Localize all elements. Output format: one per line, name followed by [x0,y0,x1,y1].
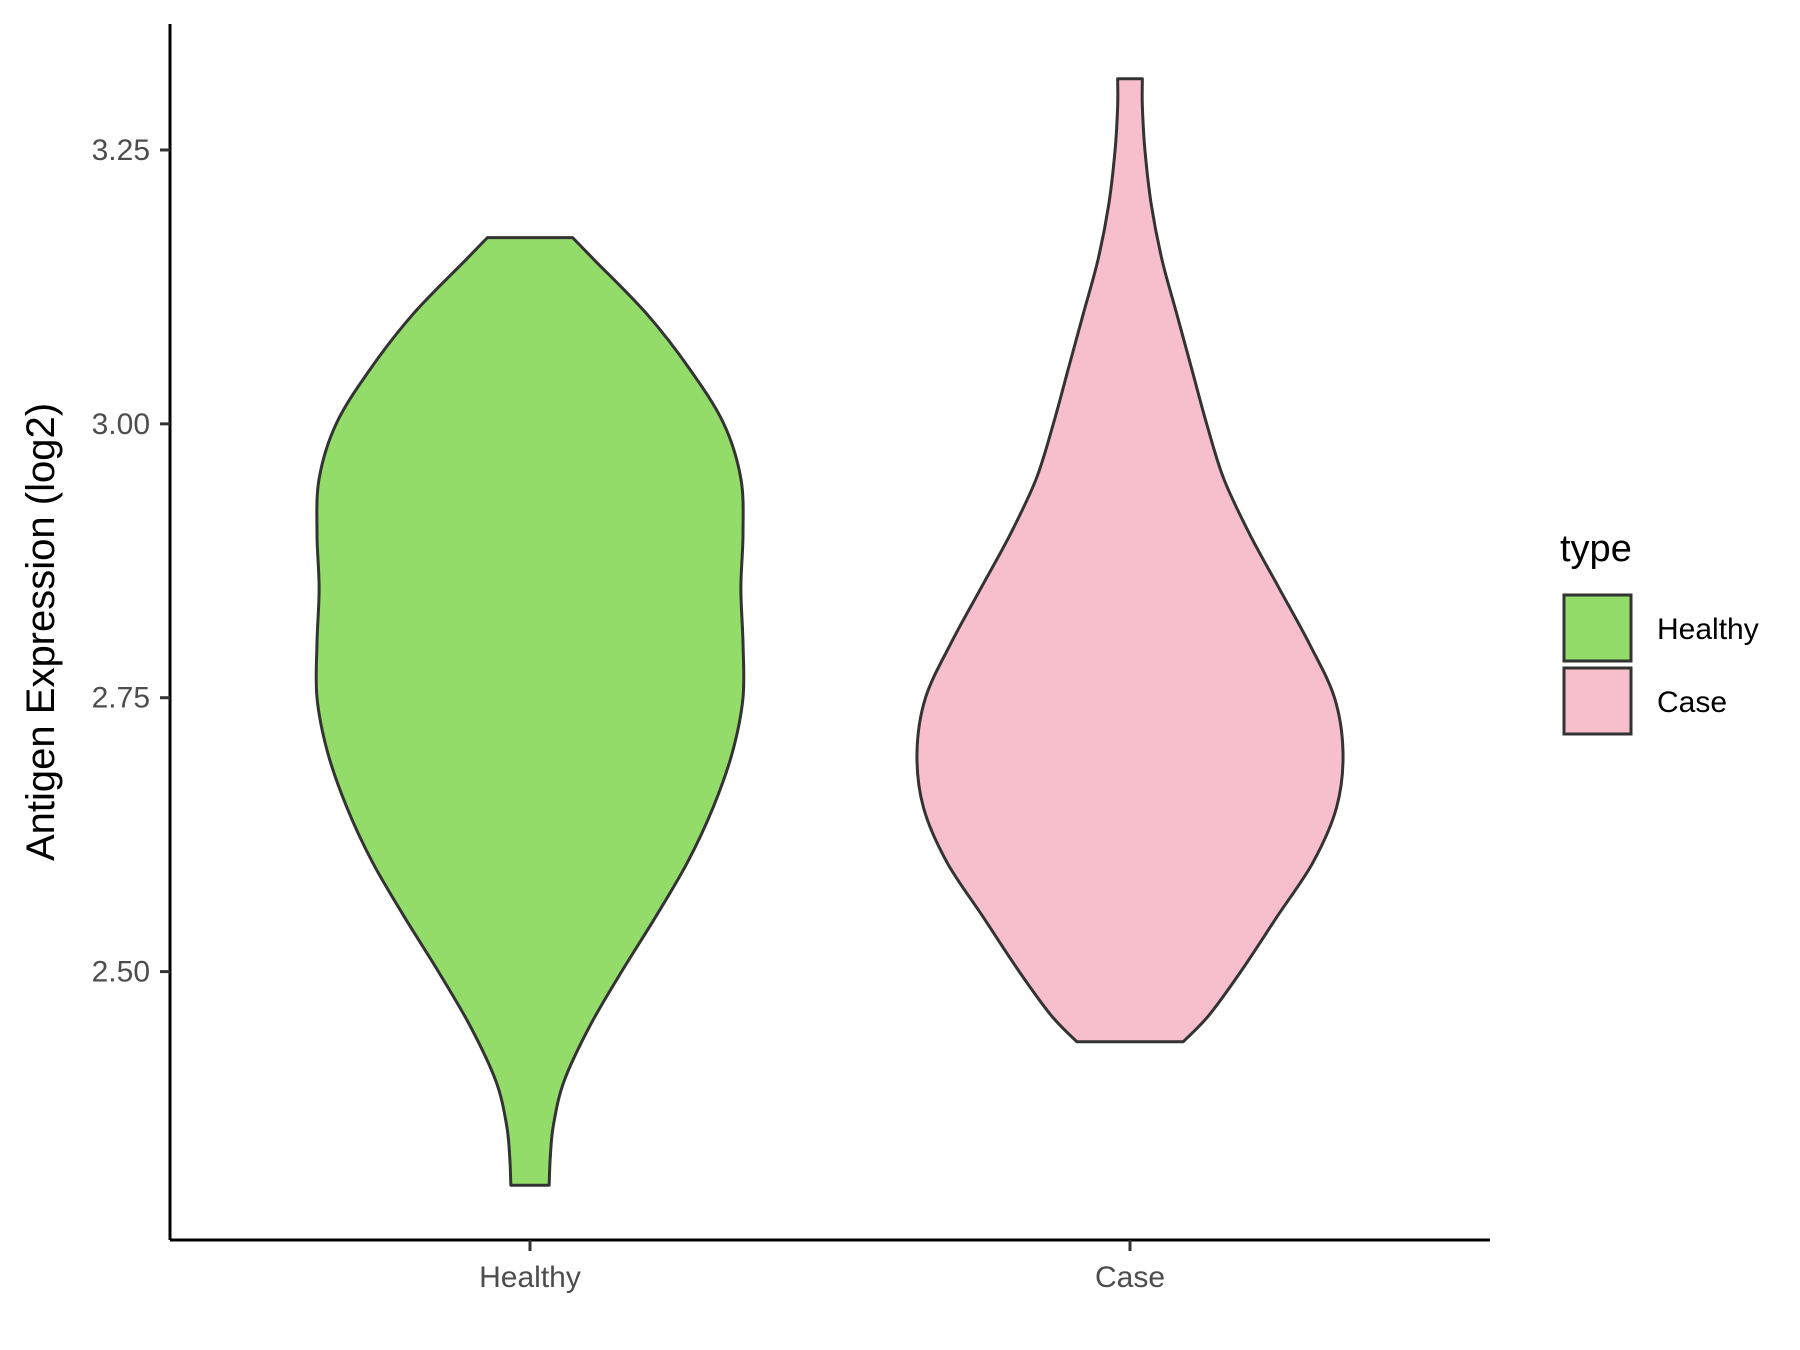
x-tick-label: Case [1095,1261,1165,1294]
violins-layer [314,77,1345,1187]
x-ticks: Healthy Case [479,1240,1165,1294]
legend: type Healthy Case [1560,528,1759,736]
violin-healthy [314,236,746,1187]
legend-title: type [1560,528,1632,570]
y-axis-title: Antigen Expression (log2) [19,403,63,861]
x-tick-label: Healthy [479,1261,581,1294]
y-tick-label: 2.50 [92,956,150,989]
legend-swatch-case [1562,666,1633,736]
y-tick-label: 3.00 [92,408,150,441]
legend-items: Healthy Case [1562,593,1759,736]
y-ticks: 2.50 2.75 3.00 3.25 [92,134,170,989]
violin-case [915,77,1345,1044]
legend-label-healthy: Healthy [1657,613,1759,646]
legend-label-case: Case [1657,686,1727,719]
legend-swatch-healthy [1562,593,1633,663]
y-tick-label: 2.75 [92,682,150,715]
y-tick-label: 3.25 [92,134,150,167]
